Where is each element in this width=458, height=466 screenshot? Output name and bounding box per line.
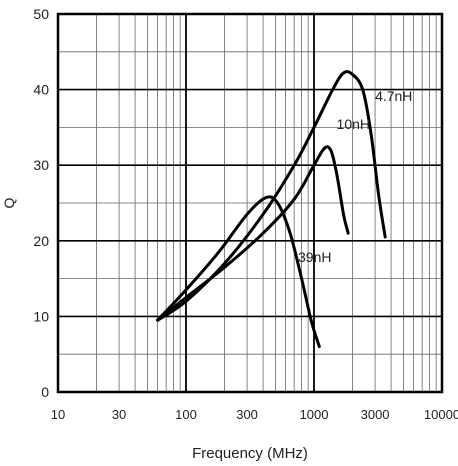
series-line xyxy=(156,195,321,349)
minor-gridlines xyxy=(58,14,442,392)
series-label: 10nH xyxy=(337,116,370,132)
series-label: 39nH xyxy=(298,249,331,265)
series-labels: 4.7nH 10nH 39nH xyxy=(298,88,412,265)
y-tick-labels: 0 10 20 30 40 50 xyxy=(33,6,49,400)
series-line xyxy=(156,145,350,322)
x-tick-label: 100 xyxy=(175,407,197,422)
y-axis-title: Q xyxy=(1,197,17,208)
series-label: 4.7nH xyxy=(375,88,412,104)
x-tick-label: 300 xyxy=(236,407,258,422)
x-tick-label: 30 xyxy=(112,407,126,422)
series-layer xyxy=(156,70,387,349)
y-tick-label: 0 xyxy=(41,384,49,400)
x-tick-label: 3000 xyxy=(361,407,390,422)
x-tick-label: 10 xyxy=(51,407,65,422)
x-tick-labels: 10 30 100 300 1000 3000 10000 xyxy=(51,407,458,422)
plot-frame xyxy=(56,12,444,394)
y-tick-label: 10 xyxy=(33,308,49,324)
y-tick-label: 20 xyxy=(33,233,49,249)
y-tick-label: 40 xyxy=(33,82,49,98)
series-line xyxy=(156,70,387,322)
x-tick-label: 10000 xyxy=(424,407,458,422)
y-tick-label: 50 xyxy=(33,6,49,22)
y-tick-label: 30 xyxy=(33,157,49,173)
x-axis-title: Frequency (MHz) xyxy=(192,445,308,462)
x-tick-label: 1000 xyxy=(300,407,329,422)
